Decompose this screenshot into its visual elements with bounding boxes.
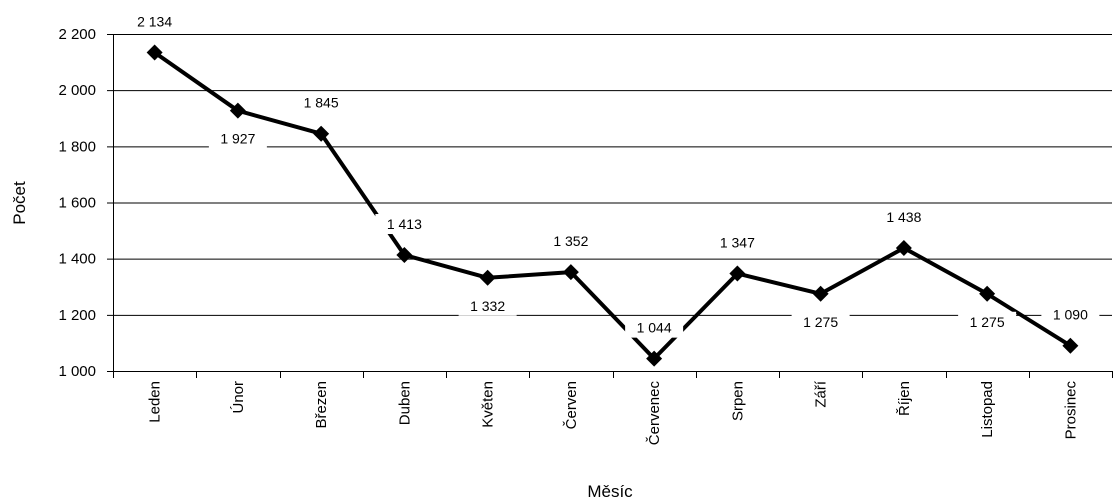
data-label-bg: [125, 11, 184, 32]
data-point-marker: [895, 239, 912, 256]
data-label: 1 352: [553, 233, 588, 249]
y-tick-label: 1 200: [58, 307, 96, 324]
data-point-marker: [1062, 337, 1079, 354]
x-tick-label: Červenec: [646, 381, 663, 446]
data-label: 1 332: [470, 298, 505, 314]
y-axis-title: Počet: [10, 181, 29, 225]
data-label: 1 413: [387, 216, 422, 232]
data-label: 1 275: [803, 314, 838, 330]
gridlines: [107, 34, 1112, 372]
y-tick-label: 1 000: [58, 363, 96, 380]
data-label: 1 090: [1053, 307, 1088, 323]
x-tick-label: Únor: [230, 381, 247, 414]
x-tick-label: Leden: [147, 381, 164, 423]
y-tick-label: 1 400: [58, 251, 96, 268]
data-point-marker: [729, 265, 746, 282]
x-tick-label: Listopad: [979, 381, 996, 438]
data-label-bg: [458, 295, 517, 316]
data-label-bg: [708, 232, 767, 253]
data-point-marker: [396, 247, 413, 264]
x-tick-label: Březen: [313, 381, 330, 429]
data-label-bg: [1041, 304, 1100, 325]
y-tick-label: 2 000: [58, 82, 96, 99]
series-line-group: [146, 44, 1079, 367]
data-point-marker: [979, 285, 996, 302]
data-label: 1 845: [304, 95, 339, 111]
x-tick-label: Prosinec: [1062, 381, 1079, 440]
axes: 1 000 1 200 1 400 1 600 1 800 2 000 2 200 Leden…: [58, 26, 1113, 446]
data-label-bg: [208, 128, 267, 149]
data-label: 1 927: [220, 131, 255, 147]
data-label: 1 044: [637, 320, 672, 336]
data-label: 1 438: [886, 209, 921, 225]
data-label-bg: [292, 92, 351, 113]
data-point-marker: [229, 102, 246, 119]
data-label-bg: [375, 214, 434, 235]
x-tick-label: Červen: [563, 381, 580, 429]
data-label: 1 275: [970, 314, 1005, 330]
data-labels: 2 134 1 927 1 845 1 413 1 332 1 352 1 044 1 347…: [125, 11, 1100, 338]
data-point-marker: [479, 269, 496, 286]
data-label-bg: [874, 206, 933, 227]
data-label: 2 134: [137, 14, 172, 30]
x-axis-title: Měsíc: [587, 482, 633, 501]
data-point-marker: [313, 125, 330, 142]
data-point-marker: [812, 285, 829, 302]
data-point-marker: [646, 350, 663, 367]
x-tick-label: Duben: [396, 381, 413, 425]
data-label: 1 347: [720, 235, 755, 251]
x-tick-label: Září: [813, 380, 830, 408]
x-tick-label: Říjen: [896, 381, 913, 416]
y-tick-label: 1 800: [58, 138, 96, 155]
y-tick-label: 2 200: [58, 26, 96, 43]
data-label-bg: [625, 317, 684, 338]
data-point-marker: [146, 44, 163, 61]
x-tick-label: Květen: [480, 381, 497, 428]
data-label-bg: [541, 231, 600, 252]
data-label-bg: [791, 311, 850, 332]
data-label-bg: [958, 311, 1017, 332]
data-point-marker: [562, 264, 579, 281]
x-tick-label: Srpen: [729, 381, 746, 421]
series-line: [153, 50, 1072, 361]
y-tick-label: 1 600: [58, 195, 96, 212]
